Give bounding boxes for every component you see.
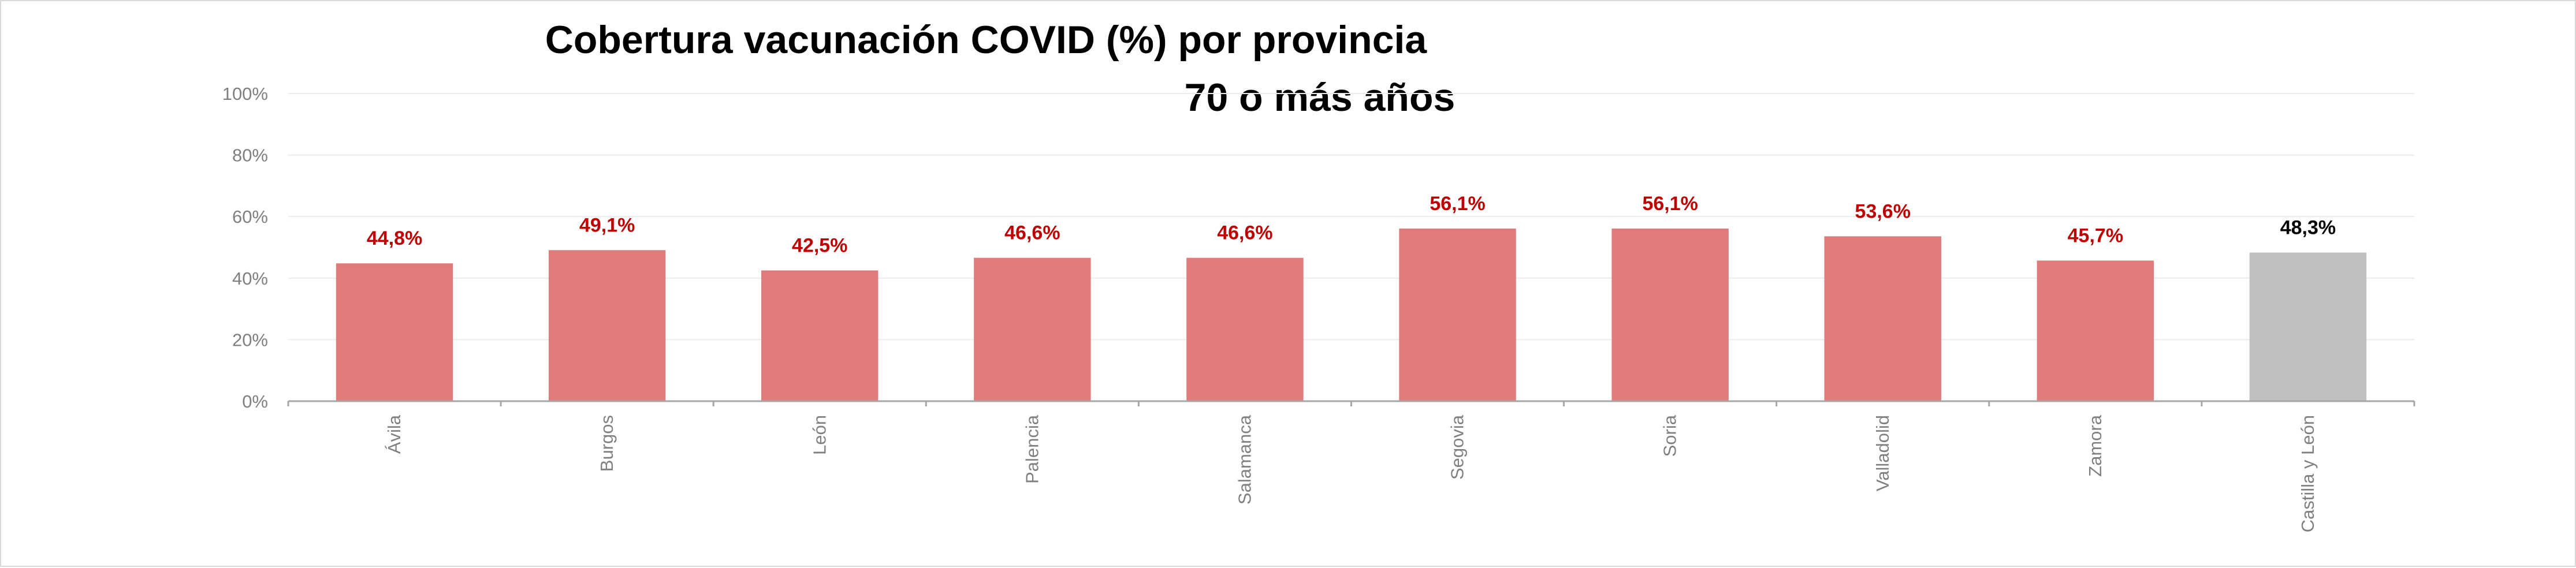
x-tick-label: León <box>809 415 829 455</box>
bar <box>1824 236 1941 401</box>
x-tick-label: Castilla y León <box>2298 415 2318 532</box>
y-tick-label: 80% <box>232 145 268 166</box>
x-axis-ticks: Ávila Burgos León Palencia Salamanca Segovia S… <box>384 414 2318 532</box>
bar <box>761 270 878 401</box>
data-label: 56,1% <box>1642 193 1698 215</box>
chart-subtitle: 70 o más años <box>1185 76 1455 119</box>
x-tick-label: Valladolid <box>1873 415 1893 491</box>
bar <box>1611 228 1729 401</box>
x-tick-label: Burgos <box>597 415 617 472</box>
data-label: 48,3% <box>2280 217 2336 239</box>
x-tick-label: Segovia <box>1447 414 1468 480</box>
x-tick-label: Ávila <box>384 414 404 454</box>
data-label: 44,8% <box>367 227 422 249</box>
bar <box>548 250 666 401</box>
y-tick-label: 20% <box>232 330 268 350</box>
bar <box>2037 260 2154 401</box>
y-tick-label: 0% <box>242 391 268 412</box>
data-label: 46,6% <box>1217 222 1272 244</box>
bars <box>336 228 2367 401</box>
y-tick-label: 60% <box>232 207 268 227</box>
data-label: 49,1% <box>579 214 635 236</box>
y-tick-label: 40% <box>232 268 268 289</box>
data-label: 56,1% <box>1430 193 1485 215</box>
chart-title: Cobertura vacunación COVID (%) por provi… <box>545 18 1428 62</box>
x-axis <box>287 400 2415 406</box>
bar-total <box>2249 252 2367 401</box>
x-tick-label: Soria <box>1660 414 1680 457</box>
data-label: 53,6% <box>1855 200 1911 222</box>
data-labels: 44,8% 49,1% 42,5% 46,6% 46,6% 56,1% 56,1% 53,6%… <box>367 193 2336 256</box>
y-tick-label: 100% <box>222 84 268 104</box>
x-tick-label: Zamora <box>2085 414 2105 477</box>
y-axis-ticks: 0% 20% 40% 60% 80% 100% <box>222 84 268 412</box>
bar <box>1186 257 1304 401</box>
data-label: 46,6% <box>1004 222 1060 244</box>
bar <box>1399 228 1516 401</box>
bar <box>336 263 453 401</box>
data-label: 42,5% <box>792 234 847 256</box>
data-label: 45,7% <box>2068 225 2123 246</box>
x-tick-label: Palencia <box>1022 414 1042 484</box>
x-tick-label: Salamanca <box>1234 414 1255 505</box>
bar <box>974 257 1091 401</box>
